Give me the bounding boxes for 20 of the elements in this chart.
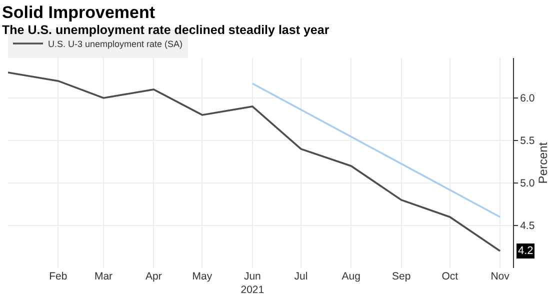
legend-label: U.S. U-3 unemployment rate (SA): [48, 39, 183, 50]
x-tick-label: May: [192, 270, 213, 282]
annotation: 4.2: [518, 245, 534, 257]
x-tick-label: Apr: [146, 270, 162, 282]
x-tick-label: Jul: [294, 270, 308, 282]
y-axis-title: Percent: [536, 142, 550, 184]
x-tick-label: Oct: [442, 270, 458, 282]
y-tick-label: 5.5: [520, 135, 535, 148]
y-tick-label: 6.0: [520, 92, 535, 105]
x-tick-label: Nov: [490, 270, 510, 282]
x-tick-label: Feb: [49, 270, 68, 282]
x-tick-label: Mar: [94, 270, 114, 282]
chart-subtitle: The U.S. unemployment rate declined steadily last year: [2, 23, 330, 37]
x-tick-label: Jun 2021: [240, 270, 264, 294]
x-tick-label: Aug: [342, 270, 361, 282]
chart-title: Solid Improvement: [2, 3, 156, 22]
x-tick-label: Sep: [392, 270, 411, 282]
line-series: [8, 72, 501, 252]
y-tick-label: 4.5: [520, 220, 535, 232]
y-tick-label: 5.0: [520, 178, 535, 190]
